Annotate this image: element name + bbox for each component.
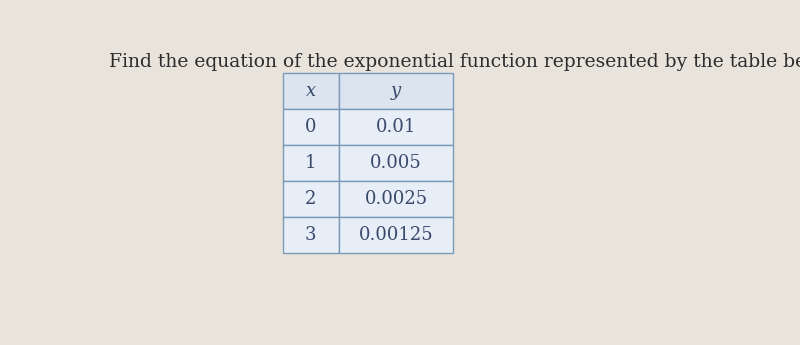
Bar [283, 109, 338, 145]
Text: 3: 3 [305, 226, 317, 244]
Text: Find the equation of the exponential function represented by the table below:: Find the equation of the exponential fun… [110, 53, 800, 71]
Text: 2: 2 [305, 190, 317, 208]
Text: 0: 0 [305, 118, 317, 136]
Text: 0.0025: 0.0025 [365, 190, 428, 208]
Bar [283, 181, 338, 217]
Bar [338, 73, 454, 109]
Text: y: y [391, 82, 401, 100]
Bar [283, 73, 338, 109]
Text: x: x [306, 82, 316, 100]
Text: 0.00125: 0.00125 [358, 226, 434, 244]
Bar [338, 181, 454, 217]
Text: 1: 1 [305, 154, 317, 172]
Bar [338, 217, 454, 253]
Bar [283, 217, 338, 253]
Text: 0.005: 0.005 [370, 154, 422, 172]
Text: 0.01: 0.01 [376, 118, 416, 136]
Bar [338, 145, 454, 181]
Bar [283, 145, 338, 181]
Bar [338, 109, 454, 145]
